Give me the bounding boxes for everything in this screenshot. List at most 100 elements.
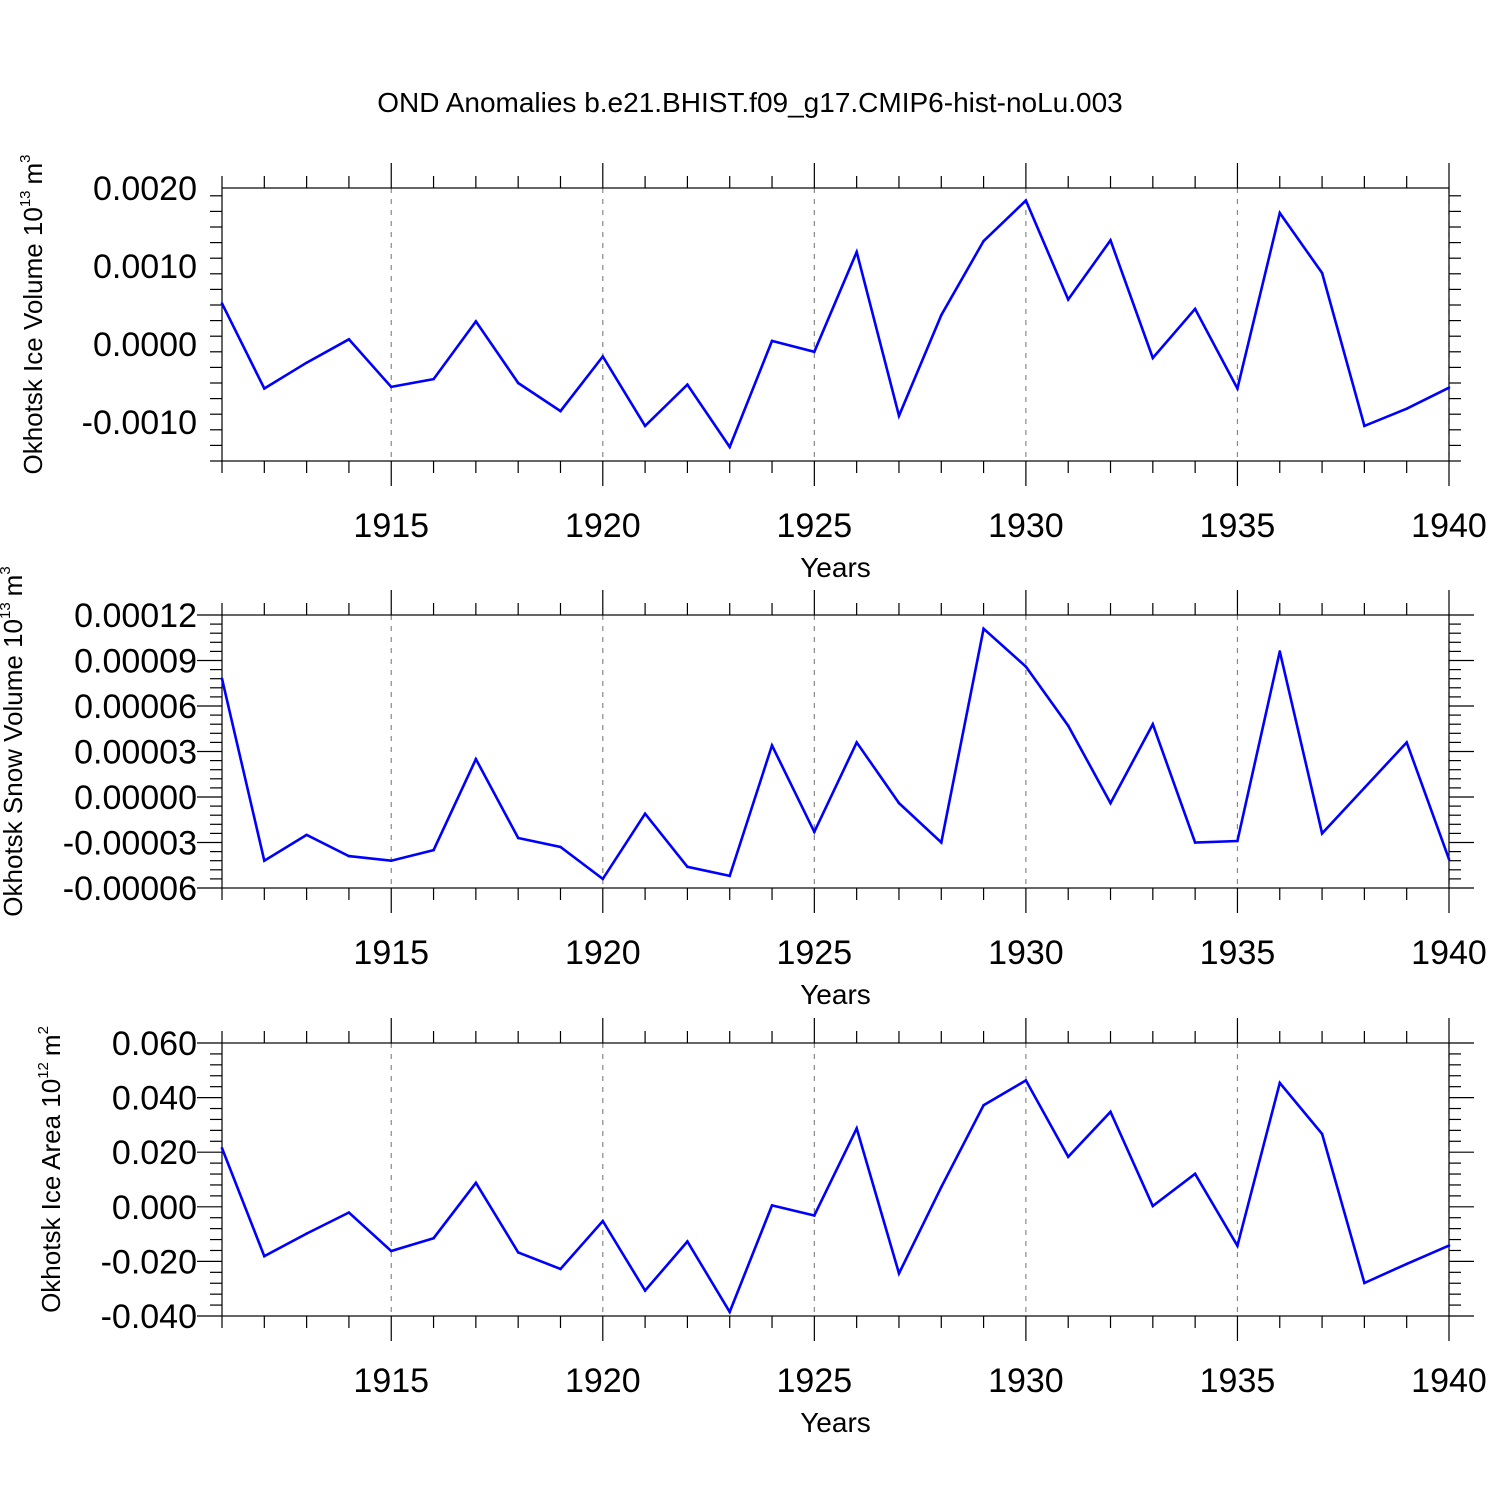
data-point-1921: [643, 812, 647, 815]
data-point-1917: [474, 320, 478, 323]
y-tick-label: -0.00006: [63, 870, 197, 908]
data-point-1931: [1066, 724, 1070, 728]
y-axis-label: Okhotsk Snow Volume 1013 m3: [0, 566, 28, 916]
y-tick-label: 0.060: [112, 1025, 197, 1063]
data-point-1924: [770, 1204, 774, 1207]
plot-frame: [221, 614, 1450, 889]
data-point-1928: [939, 1185, 943, 1189]
data-point-1913: [305, 833, 308, 837]
data-point-1923: [728, 445, 732, 449]
data-point-1935: [1236, 387, 1239, 390]
y-axis-label-unit: m: [18, 163, 48, 185]
data-point-1918: [516, 381, 520, 385]
x-tick-label: 1930: [988, 1362, 1064, 1400]
data-point-1915: [389, 385, 393, 389]
data-point-1927: [897, 801, 901, 805]
data-point-1936: [1278, 650, 1282, 653]
data-point-1938: [1363, 424, 1366, 428]
data-point-1933: [1151, 722, 1155, 726]
data-point-1930: [1024, 199, 1028, 202]
y-tick-label: 0.00006: [74, 688, 197, 726]
data-point-1939: [1405, 407, 1408, 411]
y-axis-label-unit: m: [36, 1034, 66, 1056]
y-tick-label: 0.0020: [93, 170, 197, 208]
data-point-1911: [220, 677, 224, 680]
data-point-1912: [263, 859, 266, 862]
figure-title: OND Anomalies b.e21.BHIST.f09_g17.CMIP6-…: [377, 87, 1123, 118]
data-point-1911: [220, 1146, 224, 1150]
data-point-1925: [813, 830, 816, 834]
x-tick-label: 1925: [777, 934, 853, 972]
data-point-1917: [474, 1181, 478, 1185]
plot-frame: [221, 187, 1450, 462]
data-point-1930: [1024, 1079, 1028, 1082]
y-axis-label-exponent: 13: [17, 190, 34, 207]
data-point-1934: [1193, 1172, 1197, 1176]
x-tick-label: 1930: [988, 934, 1064, 972]
data-point-1929: [982, 1103, 985, 1107]
data-point-1914: [347, 338, 351, 341]
y-tick-label: 0.040: [112, 1080, 197, 1118]
x-tick-label: 1920: [565, 1362, 641, 1400]
data-point-1926: [855, 741, 858, 744]
y-axis-label-unit-exponent: 3: [0, 566, 14, 574]
y-axis-label-main: Okhotsk Snow Volume 10: [0, 619, 28, 917]
y-axis-label-main: Okhotsk Ice Volume 10: [18, 207, 48, 474]
data-point-1912: [263, 387, 266, 390]
data-point-1936: [1278, 1081, 1282, 1085]
data-point-1922: [686, 865, 689, 869]
y-tick-label: -0.0010: [82, 404, 197, 442]
data-point-1931: [1066, 298, 1070, 301]
data-point-1933: [1151, 1204, 1155, 1208]
data-point-1938: [1363, 1281, 1366, 1285]
panel-1: -0.0010 0.0000 0.0010 0.0020 1915 1920 1925 193…: [17, 154, 1487, 583]
y-axis-label-main: Okhotsk Ice Area 10: [36, 1079, 66, 1313]
data-point-1925: [813, 350, 816, 354]
y-axis-label-exponent: 13: [0, 602, 14, 619]
data-point-1935: [1236, 1244, 1239, 1248]
data-point-1924: [770, 339, 774, 343]
x-tick-label: 1930: [988, 507, 1064, 545]
data-point-1934: [1193, 307, 1197, 311]
x-tick-label: 1925: [777, 507, 853, 545]
data-point-1911: [220, 302, 224, 305]
data-point-1912: [263, 1254, 266, 1258]
data-point-1940: [1447, 857, 1451, 861]
data-point-1916: [432, 848, 435, 852]
y-tick-label: 0.00012: [74, 597, 197, 635]
plot-frame: [221, 1042, 1450, 1317]
data-point-1932: [1109, 238, 1112, 242]
y-tick-label: 0.020: [112, 1134, 197, 1172]
data-point-1935: [1236, 839, 1239, 843]
panel-3: -0.040 -0.020 0.000 0.020 0.040 0.060 1915 1920…: [35, 1018, 1487, 1438]
x-tick-label: 1935: [1200, 1362, 1276, 1400]
y-axis-label: Okhotsk Ice Area 1012 m2: [35, 1026, 66, 1313]
data-point-1933: [1151, 356, 1155, 360]
y-axis-label-unit: m: [0, 575, 28, 597]
data-point-1932: [1109, 801, 1112, 805]
data-point-1928: [939, 841, 943, 844]
data-point-1939: [1405, 741, 1408, 744]
data-point-1919: [559, 409, 562, 413]
y-tick-label: -0.040: [101, 1298, 197, 1336]
y-tick-label: 0.00000: [74, 779, 197, 817]
series-line: [220, 626, 1451, 881]
data-point-1927: [897, 1272, 901, 1275]
data-point-1924: [770, 744, 774, 747]
y-tick-label: -0.00003: [63, 825, 197, 863]
y-tick-label: -0.020: [101, 1243, 197, 1281]
data-point-1938: [1363, 786, 1366, 790]
x-axis-label: Years: [800, 1407, 871, 1438]
series-line: [220, 1078, 1450, 1315]
data-point-1916: [432, 1236, 435, 1240]
x-tick-label: 1935: [1200, 934, 1276, 972]
y-tick-label: 0.00009: [74, 643, 197, 681]
data-point-1919: [559, 845, 562, 849]
y-axis-label-unit-exponent: 3: [17, 154, 34, 162]
x-axis-label: Years: [800, 552, 871, 583]
x-tick-label: 1940: [1411, 934, 1487, 972]
data-point-1940: [1447, 1244, 1451, 1247]
data-point-1928: [939, 313, 943, 317]
